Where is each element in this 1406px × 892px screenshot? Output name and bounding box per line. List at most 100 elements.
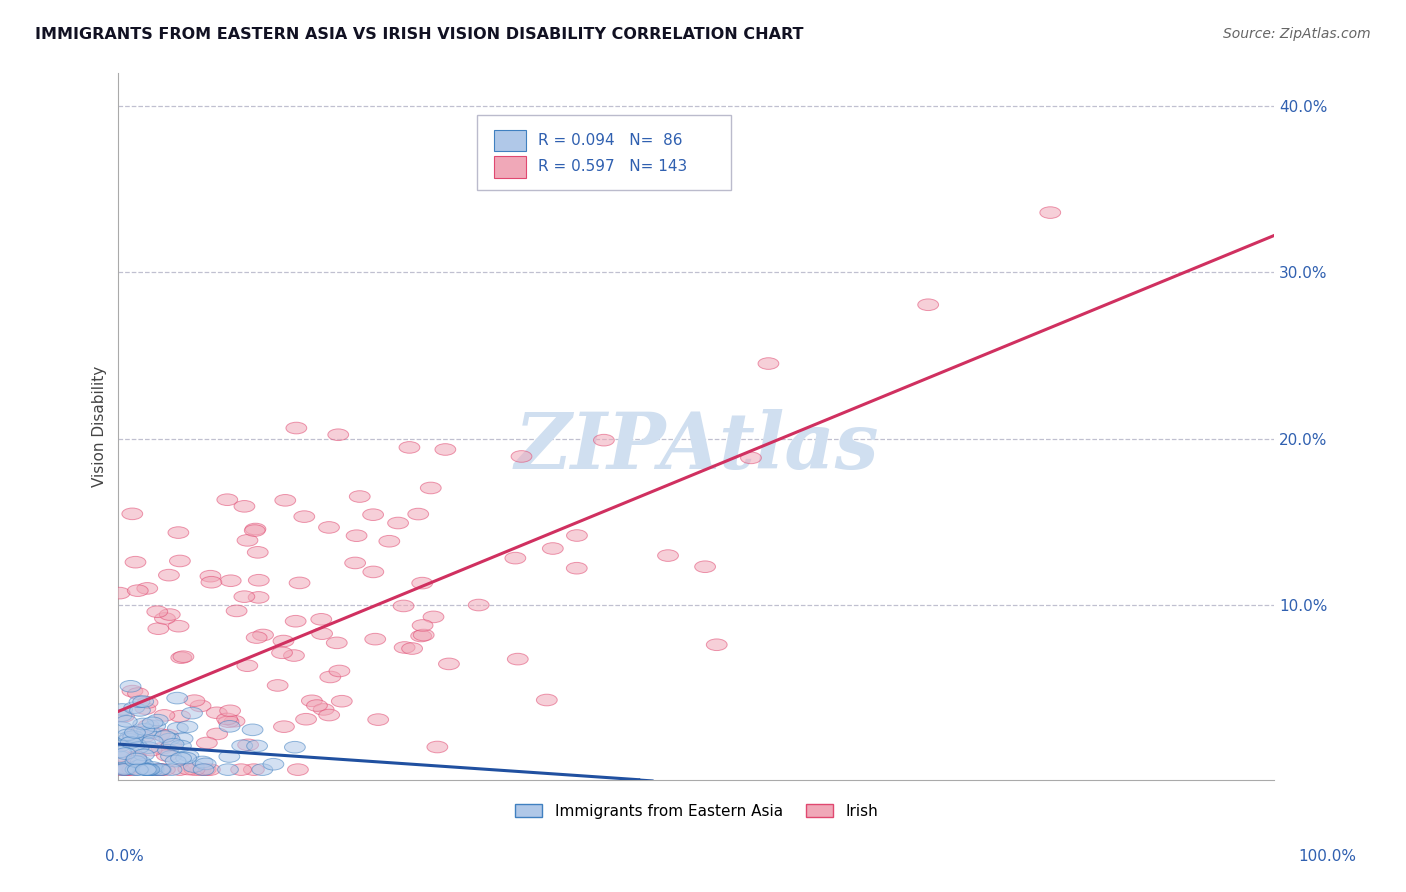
Ellipse shape xyxy=(593,434,614,446)
Ellipse shape xyxy=(184,764,205,775)
Ellipse shape xyxy=(115,763,135,774)
Ellipse shape xyxy=(115,747,135,759)
Ellipse shape xyxy=(157,730,179,741)
Ellipse shape xyxy=(246,632,267,643)
Ellipse shape xyxy=(114,764,135,775)
Ellipse shape xyxy=(543,542,564,554)
Ellipse shape xyxy=(344,558,366,569)
Ellipse shape xyxy=(156,749,177,761)
Ellipse shape xyxy=(121,737,141,748)
Ellipse shape xyxy=(207,728,228,739)
Ellipse shape xyxy=(439,658,460,670)
Ellipse shape xyxy=(195,764,217,775)
Ellipse shape xyxy=(301,695,322,706)
Ellipse shape xyxy=(163,739,184,750)
Ellipse shape xyxy=(184,695,205,706)
Ellipse shape xyxy=(155,709,174,722)
Ellipse shape xyxy=(368,714,388,725)
Text: IMMIGRANTS FROM EASTERN ASIA VS IRISH VISION DISABILITY CORRELATION CHART: IMMIGRANTS FROM EASTERN ASIA VS IRISH VI… xyxy=(35,27,804,42)
Ellipse shape xyxy=(273,635,294,647)
Ellipse shape xyxy=(247,547,269,558)
Ellipse shape xyxy=(468,599,489,611)
Ellipse shape xyxy=(706,639,727,650)
Ellipse shape xyxy=(142,735,163,747)
Ellipse shape xyxy=(217,713,238,725)
Ellipse shape xyxy=(217,494,238,506)
Ellipse shape xyxy=(176,752,197,764)
Ellipse shape xyxy=(142,764,163,775)
Ellipse shape xyxy=(249,574,269,586)
Ellipse shape xyxy=(141,727,162,739)
Ellipse shape xyxy=(197,737,218,748)
Text: 100.0%: 100.0% xyxy=(1299,849,1357,863)
Ellipse shape xyxy=(231,764,252,775)
Ellipse shape xyxy=(120,681,141,692)
Ellipse shape xyxy=(434,443,456,455)
Ellipse shape xyxy=(155,764,176,775)
Ellipse shape xyxy=(136,764,157,775)
Ellipse shape xyxy=(695,561,716,573)
Ellipse shape xyxy=(124,702,145,714)
Ellipse shape xyxy=(159,569,180,581)
Text: R = 0.597   N= 143: R = 0.597 N= 143 xyxy=(538,160,688,175)
Ellipse shape xyxy=(413,629,434,640)
Ellipse shape xyxy=(122,685,143,697)
Bar xyxy=(494,129,526,151)
Ellipse shape xyxy=(167,527,188,539)
Ellipse shape xyxy=(157,744,179,756)
Ellipse shape xyxy=(138,697,157,708)
Ellipse shape xyxy=(329,665,350,677)
Ellipse shape xyxy=(295,714,316,725)
Ellipse shape xyxy=(412,620,433,632)
Ellipse shape xyxy=(274,721,294,732)
Ellipse shape xyxy=(142,762,163,773)
Ellipse shape xyxy=(125,752,146,764)
FancyBboxPatch shape xyxy=(477,115,731,190)
Ellipse shape xyxy=(218,716,239,728)
Ellipse shape xyxy=(420,483,441,494)
Ellipse shape xyxy=(138,764,159,775)
Ellipse shape xyxy=(218,764,239,775)
Ellipse shape xyxy=(226,605,247,616)
Ellipse shape xyxy=(567,530,588,541)
Ellipse shape xyxy=(219,751,240,763)
Ellipse shape xyxy=(110,751,129,763)
Ellipse shape xyxy=(118,733,139,745)
Ellipse shape xyxy=(179,750,198,762)
Ellipse shape xyxy=(155,731,176,742)
Ellipse shape xyxy=(233,591,254,602)
Text: ZIPAtlas: ZIPAtlas xyxy=(515,409,879,486)
Ellipse shape xyxy=(294,511,315,523)
Ellipse shape xyxy=(149,764,170,775)
Ellipse shape xyxy=(136,764,157,775)
Ellipse shape xyxy=(252,764,273,775)
Ellipse shape xyxy=(284,741,305,753)
Ellipse shape xyxy=(148,714,169,726)
Ellipse shape xyxy=(149,729,170,740)
Ellipse shape xyxy=(263,758,284,770)
Ellipse shape xyxy=(290,577,309,589)
Ellipse shape xyxy=(111,750,132,762)
Ellipse shape xyxy=(512,450,531,462)
Ellipse shape xyxy=(284,649,304,661)
Ellipse shape xyxy=(267,680,288,691)
Ellipse shape xyxy=(162,739,181,751)
Ellipse shape xyxy=(122,508,142,520)
Ellipse shape xyxy=(117,715,138,727)
Ellipse shape xyxy=(537,694,557,706)
Ellipse shape xyxy=(172,652,191,664)
Ellipse shape xyxy=(111,722,132,733)
Ellipse shape xyxy=(285,422,307,434)
Ellipse shape xyxy=(132,758,153,770)
Ellipse shape xyxy=(149,764,170,775)
Ellipse shape xyxy=(125,727,145,739)
Ellipse shape xyxy=(148,764,169,775)
Ellipse shape xyxy=(388,517,409,529)
Ellipse shape xyxy=(200,764,221,775)
Ellipse shape xyxy=(173,651,194,663)
Ellipse shape xyxy=(245,524,266,536)
Ellipse shape xyxy=(423,611,444,623)
Ellipse shape xyxy=(402,643,422,655)
Ellipse shape xyxy=(319,709,340,721)
Ellipse shape xyxy=(287,764,308,775)
